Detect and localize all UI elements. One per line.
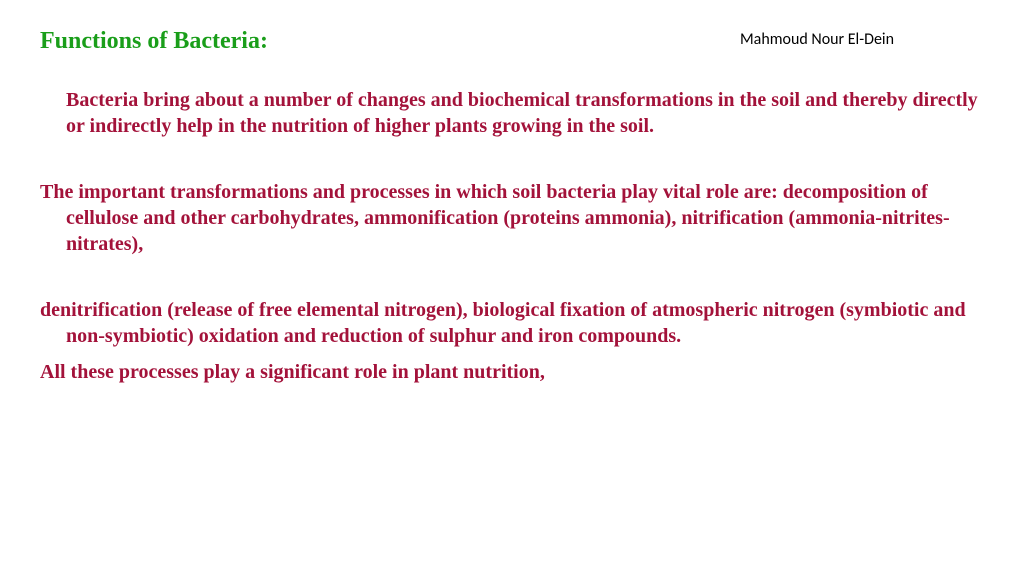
author-name: Mahmoud Nour El-Dein: [740, 30, 894, 49]
paragraph-2: The important transformations and proces…: [40, 179, 984, 257]
paragraph-3: denitrification (release of free element…: [40, 297, 984, 349]
page-title: Functions of Bacteria:: [40, 28, 268, 55]
header-row: Functions of Bacteria: Mahmoud Nour El-D…: [40, 28, 984, 55]
paragraph-4: All these processes play a significant r…: [40, 359, 984, 385]
paragraph-1: Bacteria bring about a number of changes…: [40, 87, 984, 139]
